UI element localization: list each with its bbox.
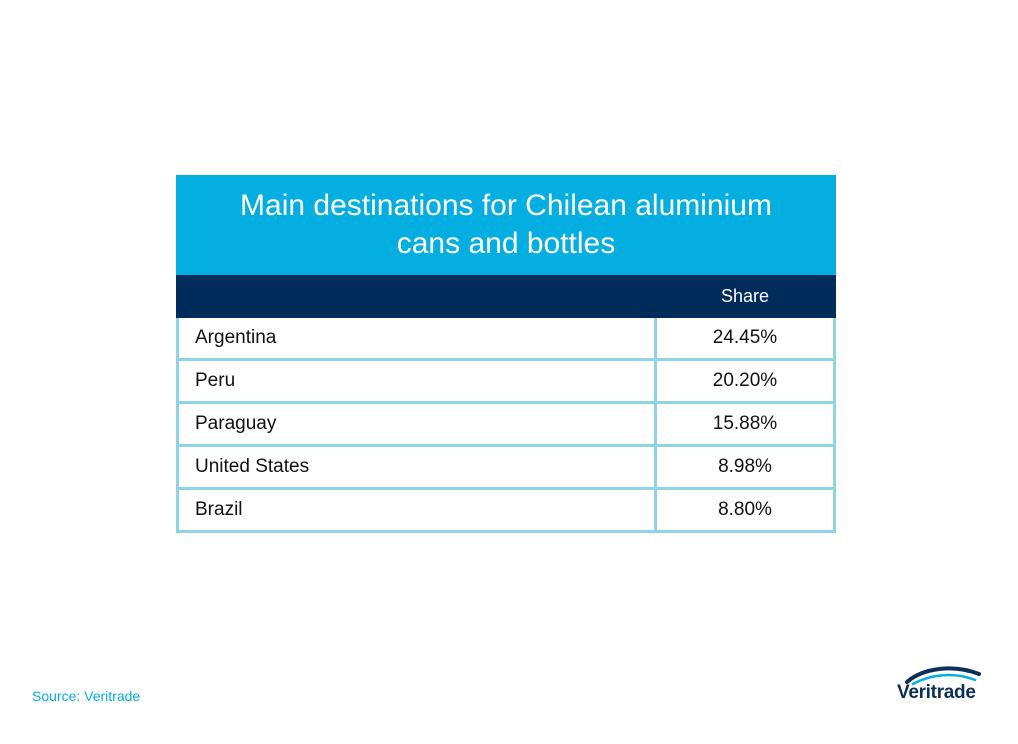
- logo-swoosh-icon: [905, 666, 981, 686]
- table-row: United States 8.98%: [179, 447, 833, 490]
- country-cell: Peru: [179, 361, 657, 401]
- destinations-table: Main destinations for Chilean aluminium …: [176, 175, 836, 533]
- share-cell: 24.45%: [712, 327, 778, 348]
- table-header-row: Share: [176, 275, 836, 318]
- table-row: Brazil 8.80%: [179, 490, 833, 533]
- country-cell: Argentina: [179, 318, 657, 358]
- share-cell: 15.88%: [712, 413, 778, 434]
- veritrade-logo: Veritrade: [897, 666, 987, 710]
- table-row: Paraguay 15.88%: [179, 404, 833, 447]
- table-row: Argentina 24.45%: [179, 318, 833, 361]
- header-share-cell: Share: [720, 286, 770, 306]
- table-row: Peru 20.20%: [179, 361, 833, 404]
- country-cell: Paraguay: [179, 404, 657, 444]
- table-title-bar: Main destinations for Chilean aluminium …: [176, 175, 836, 275]
- country-cell: Brazil: [179, 490, 657, 530]
- share-cell: 8.80%: [718, 499, 772, 520]
- header-country-cell: [176, 275, 654, 318]
- table-title: Main destinations for Chilean aluminium …: [240, 189, 772, 260]
- share-cell: 20.20%: [712, 370, 778, 391]
- country-cell: United States: [179, 447, 657, 487]
- table-body: Argentina 24.45% Peru 20.20% Paraguay 15…: [176, 318, 836, 533]
- source-note: Source: Veritrade: [32, 688, 141, 704]
- logo-text: Veritrade: [897, 682, 976, 703]
- share-cell: 8.98%: [718, 456, 772, 477]
